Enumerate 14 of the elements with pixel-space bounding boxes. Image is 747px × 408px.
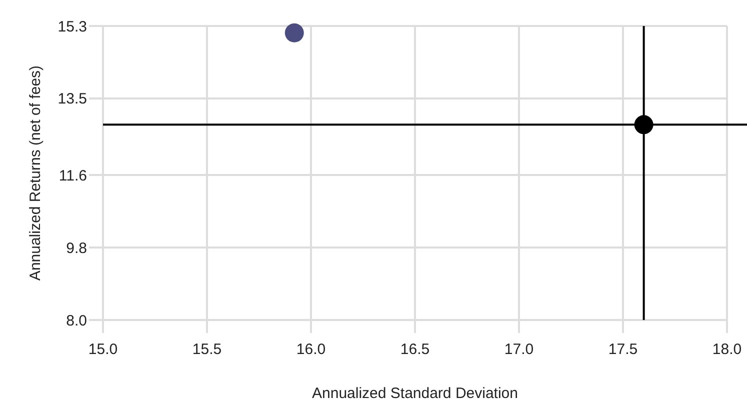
x-tick-label: 17.0	[504, 341, 534, 358]
y-tick-label: 11.6	[58, 167, 87, 184]
y-tick-label: 8.0	[66, 312, 87, 330]
x-tick-label: 17.5	[608, 341, 638, 358]
x-tick-label: 15.5	[192, 341, 222, 358]
x-tick-label: 18.0	[712, 341, 742, 358]
y-tick-label: 15.3	[58, 18, 87, 36]
x-tick-label: 16.0	[296, 341, 326, 358]
y-tick-label: 13.5	[58, 90, 87, 108]
x-tick-label: 16.5	[400, 341, 430, 358]
x-axis-title: Annualized Standard Deviation	[312, 385, 518, 402]
x-tick-label: 15.0	[88, 341, 118, 358]
y-axis-title: Annualized Returns (net of fees)	[27, 65, 44, 281]
y-tick-label: 9.8	[66, 240, 87, 257]
